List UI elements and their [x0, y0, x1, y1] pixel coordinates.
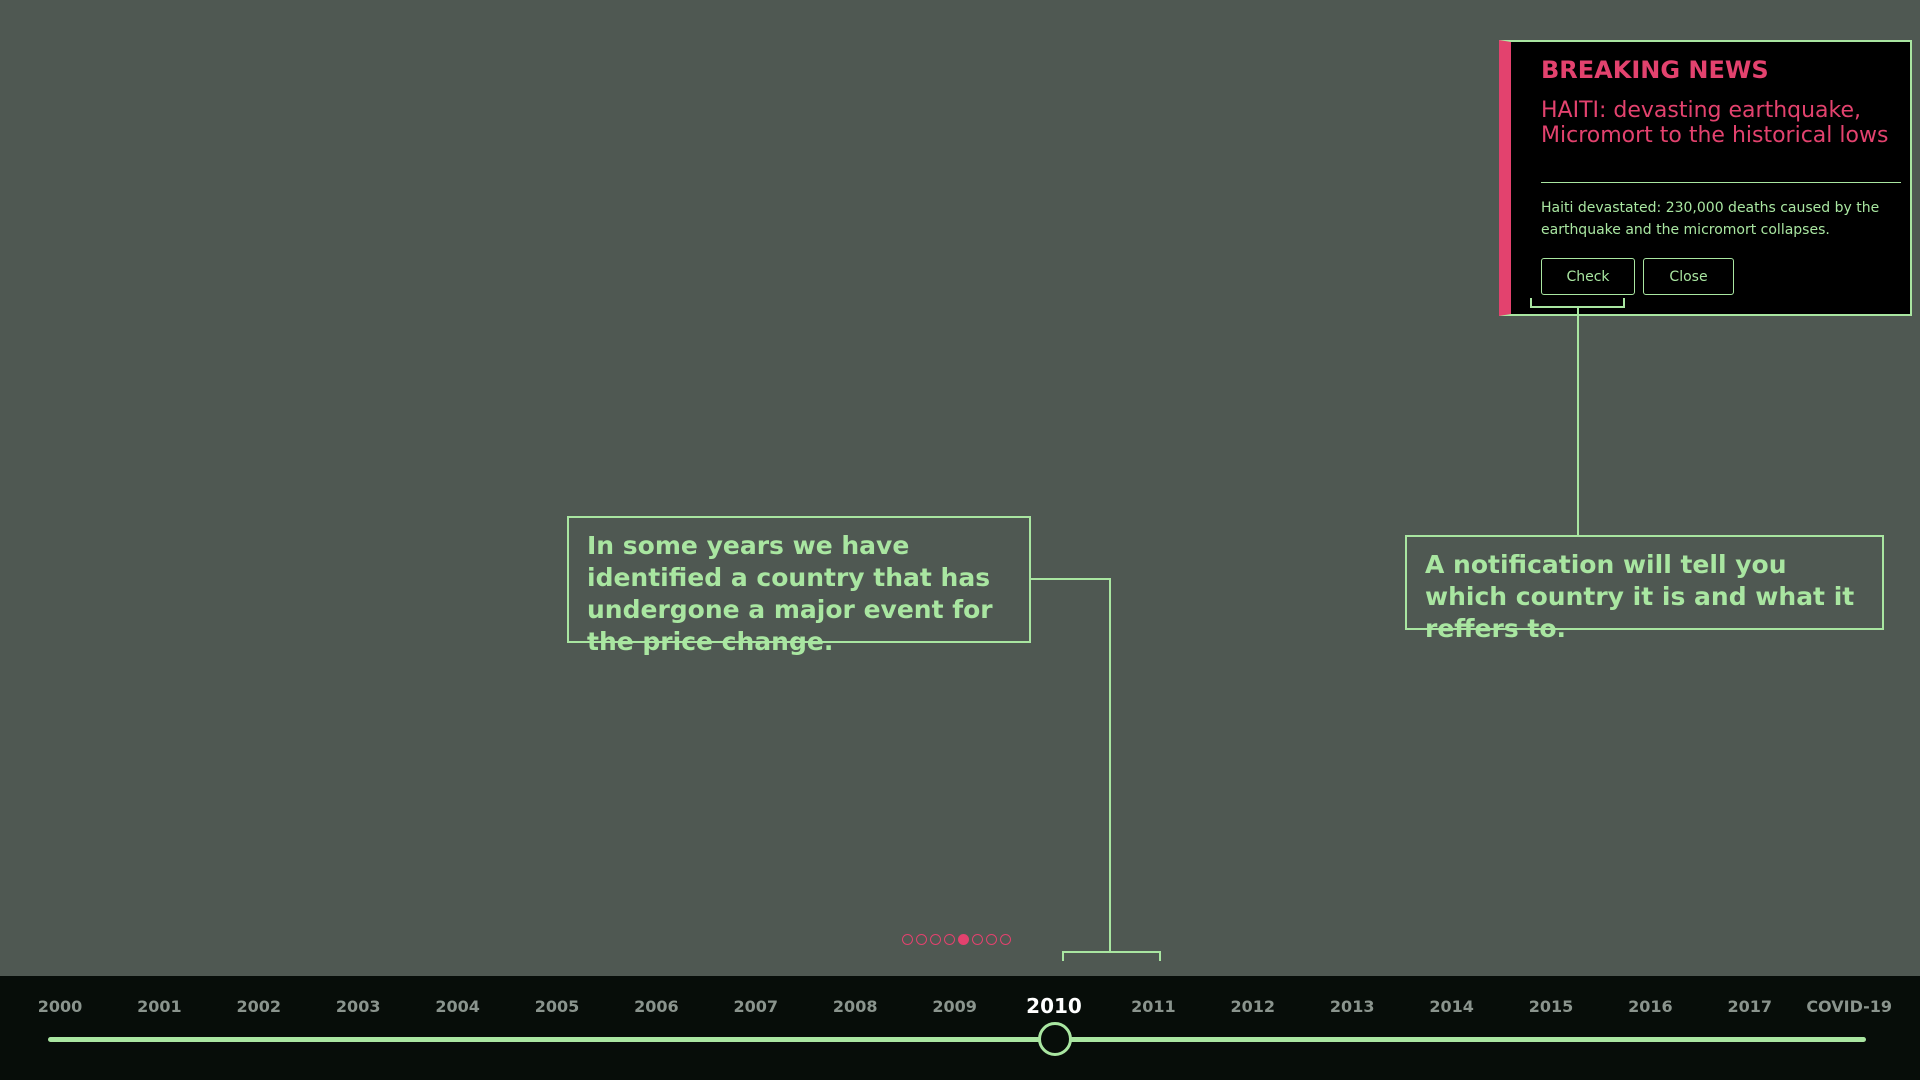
pagination-dots [902, 934, 1011, 946]
pagination-dot[interactable] [986, 934, 997, 945]
year-timeline: 2000 2001 2002 2003 2004 2005 2006 2007 2008 2009… [0, 976, 1920, 1080]
notification-body: Haiti devastated: 230,000 deaths caused … [1541, 200, 1880, 238]
callout-major-event: In some years we have identified a count… [567, 516, 1031, 656]
callout-notification-info: A notification will tell you which count… [1405, 535, 1884, 643]
breaking-news-notification: BREAKING NEWS HAITI: devasting earthquak… [1499, 40, 1912, 316]
notification-kicker: BREAKING NEWS [1541, 56, 1769, 84]
timeline-track[interactable] [48, 1037, 1866, 1042]
pagination-dot[interactable] [930, 934, 941, 945]
year-label[interactable]: 2010 [1026, 994, 1082, 1018]
year-label[interactable]: 2013 [1329, 997, 1375, 1016]
connector-left-vertical [1109, 578, 1111, 952]
year-label[interactable]: 2006 [634, 997, 679, 1016]
year-label[interactable]: 2014 [1429, 997, 1474, 1016]
year-label[interactable]: 2011 [1131, 997, 1176, 1016]
pagination-dot[interactable] [958, 934, 969, 945]
close-button[interactable]: Close [1643, 258, 1734, 295]
pagination-dot[interactable] [916, 934, 927, 945]
year-label[interactable]: 2003 [335, 997, 381, 1016]
year-label[interactable]: 2016 [1628, 997, 1673, 1016]
year-bracket-top [1062, 951, 1161, 953]
year-label[interactable]: 2002 [236, 997, 282, 1016]
year-label[interactable]: COVID-19 [1806, 997, 1893, 1016]
notification-divider [1541, 182, 1901, 183]
year-label[interactable]: 2015 [1528, 997, 1574, 1016]
year-label[interactable]: 2005 [534, 997, 580, 1016]
connector-right-vertical [1577, 308, 1579, 535]
pagination-dot[interactable] [902, 934, 913, 945]
check-bracket-right [1623, 298, 1625, 308]
check-bracket-bottom [1530, 306, 1625, 308]
year-label[interactable]: 2001 [137, 997, 182, 1016]
pagination-dot[interactable] [1000, 934, 1011, 945]
check-bracket-left [1530, 298, 1532, 308]
connector-left-horizontal [1031, 578, 1111, 580]
year-label[interactable]: 2012 [1230, 997, 1276, 1016]
year-bracket-left [1062, 951, 1064, 961]
year-label[interactable]: 2008 [832, 997, 878, 1016]
year-label[interactable]: 2007 [733, 997, 779, 1016]
timeline-slider-handle[interactable] [1038, 1022, 1072, 1056]
year-label[interactable]: 2000 [37, 997, 83, 1016]
notification-headline: HAITI: devasting earthquake, Micromort t… [1541, 98, 1889, 148]
check-button[interactable]: Check [1541, 258, 1635, 295]
year-bracket-right [1159, 951, 1161, 961]
year-label[interactable]: 2004 [435, 997, 480, 1016]
pagination-dot[interactable] [972, 934, 983, 945]
year-label[interactable]: 2009 [932, 997, 977, 1016]
year-label[interactable]: 2017 [1727, 997, 1773, 1016]
pagination-dot[interactable] [944, 934, 955, 945]
